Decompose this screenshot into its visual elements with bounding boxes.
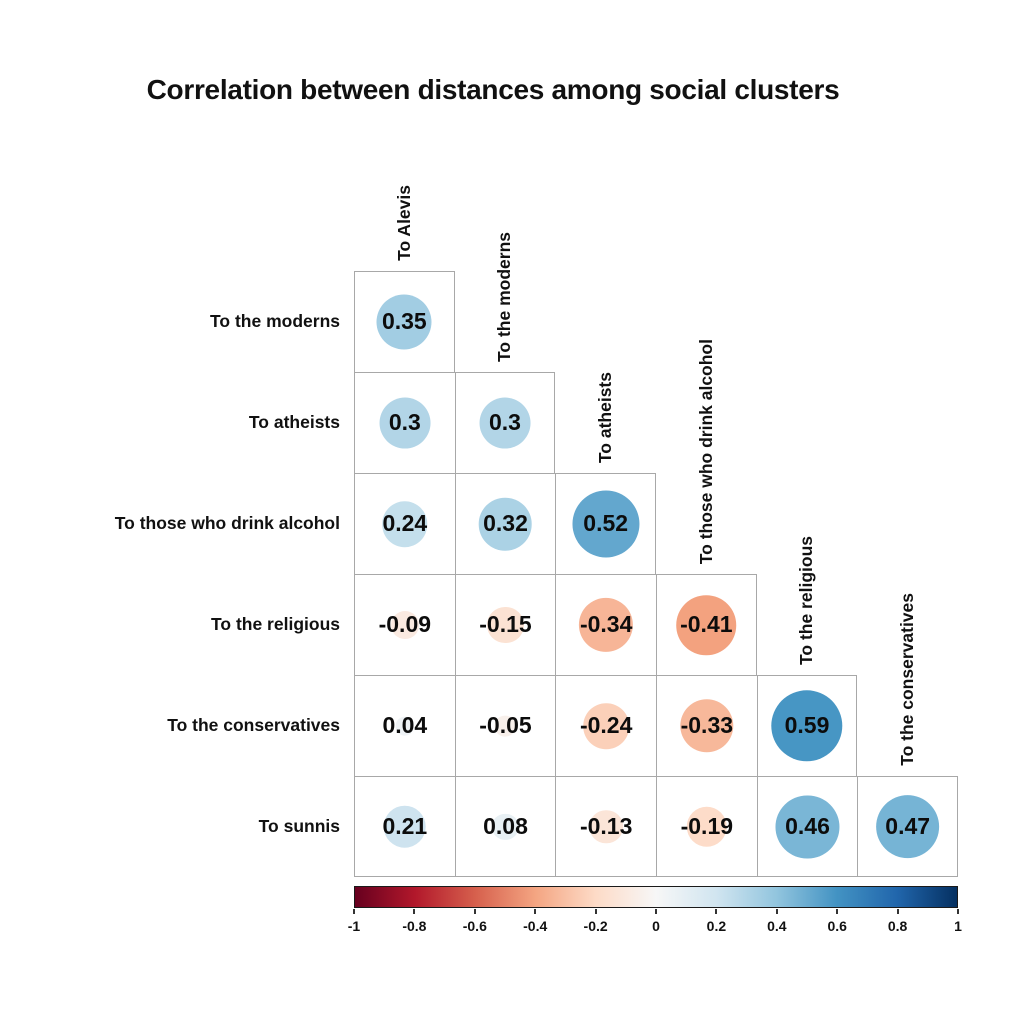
cell-value: -0.13 [579,812,633,839]
cell-value: 0.3 [388,408,421,435]
correlation-circle [579,597,634,653]
chart-title: Correlation between distances among soci… [146,74,840,105]
cell-value: -0.05 [479,711,532,738]
column-header-box: To Alevis [354,0,455,261]
matrix-cell: 0.21 [354,776,455,877]
colorbar-tick-label: -0.2 [583,918,608,934]
correlation-circle [583,703,629,749]
cell-value: -0.19 [680,812,734,839]
cell-value: 0.08 [483,812,528,839]
cell-value: -0.41 [680,610,733,637]
matrix-cell: 0.59 [756,675,858,776]
row-label: To the religious [211,614,340,634]
correlation-circle [382,501,428,547]
matrix-cell: -0.09 [354,574,455,675]
cell-value: 0.59 [784,711,830,738]
colorbar-tick [473,909,476,914]
cell-value: 0.47 [885,812,931,839]
correlation-circle [686,806,728,847]
colorbar-tick [775,909,778,914]
colorbar-tick [413,909,416,914]
correlation-circle [479,397,531,449]
correlation-circle [383,805,427,848]
cell-value: -0.15 [479,610,532,637]
cell-value: -0.09 [378,610,432,637]
cell-value: 0.46 [785,812,830,839]
matrix-cell: -0.13 [555,776,656,877]
matrix-cell: -0.05 [454,675,556,776]
cell-value: 0.35 [381,307,427,334]
cell-value: 0.3 [488,408,521,435]
cell-value: -0.34 [579,610,633,637]
colorbar-tick [534,909,537,914]
matrix-cell: -0.41 [656,574,757,675]
column-header: To Alevis [393,185,414,261]
matrix-cell: 0.46 [756,776,858,877]
colorbar-tick [353,909,355,914]
matrix-cell: 0.47 [857,776,958,877]
row-label: To atheists [248,412,340,432]
colorbar-tick-label: -0.8 [402,918,427,934]
cell-value: -0.24 [579,711,633,738]
colorbar-gradient [354,886,958,908]
correlation-circle [495,715,516,737]
matrix-cell: 0.24 [354,473,455,574]
correlation-circle [572,490,640,558]
correlation-circle [676,595,737,655]
colorbar-tick-label: 0.2 [706,918,727,934]
colorbar-tick [957,909,959,914]
colorbar-tick-label: -1 [347,918,361,934]
colorbar-tick-label: 1 [954,918,962,934]
row-label: To sunnis [258,816,340,836]
colorbar-tick [836,909,839,914]
colorbar-tick-label: 0.8 [887,918,908,934]
colorbar-tick [655,909,657,914]
correlation-circle [487,606,524,644]
matrix-cell: 0.3 [354,372,455,473]
matrix-cell: 0.35 [354,271,455,372]
cell-value: 0.24 [382,509,428,536]
correlation-matrix: 0.35 0.3 0.3 0.24 0.32 0.52 -0.09 -0.15 -0.34 -0.… [354,271,959,878]
colorbar-tick-label: -0.6 [462,918,487,934]
correlation-circle [376,294,432,350]
colorbar-tick-label: 0.6 [827,918,847,934]
correlation-circle [479,497,532,551]
correlation-circle [390,611,419,639]
colorbar-tick-label: 0.4 [767,918,787,934]
colorbar-tick [896,909,899,914]
correlation-circle [775,794,840,859]
correlation-circle [492,813,519,840]
matrix-cell: -0.34 [555,574,656,675]
correlation-circle [680,699,734,753]
matrix-cell: 0.08 [454,776,556,877]
cell-value: 0.21 [382,812,428,839]
row-label: To the conservatives [167,715,340,735]
correlation-circle [589,809,623,844]
matrix-cell: 0.04 [354,675,455,776]
correlation-circle [875,794,940,859]
matrix-cell: -0.19 [656,776,757,877]
matrix-cell: -0.33 [656,675,757,776]
row-label: To the moderns [210,311,340,331]
matrix-cell: -0.15 [454,574,556,675]
cell-value: 0.32 [483,509,528,536]
cell-value: 0.52 [583,509,629,536]
correlation-circle [395,716,415,736]
matrix-cell: 0.3 [454,372,556,473]
colorbar-tick [715,909,718,914]
row-label: To those who drink alcohol [114,513,340,533]
matrix-cell: 0.52 [555,473,656,574]
cell-value: -0.33 [680,711,734,738]
matrix-cell: -0.24 [555,675,656,776]
correlation-circle [771,690,843,762]
cell-value: 0.04 [382,711,428,738]
correlation-circle [379,397,431,449]
colorbar-tick-label: -0.4 [523,918,548,934]
colorbar-tick-label: 0 [652,918,660,934]
matrix-cell: 0.32 [454,473,556,574]
colorbar-tick [594,909,597,914]
